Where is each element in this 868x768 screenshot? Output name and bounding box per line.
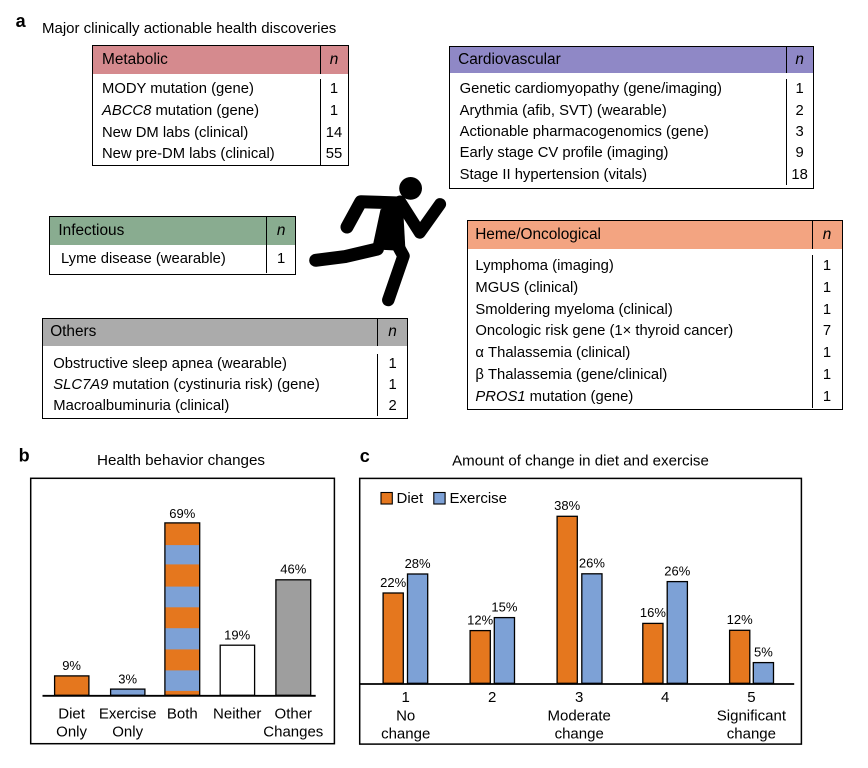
svg-text:Diet: Diet [58,706,86,723]
svg-text:1: 1 [402,689,410,706]
svg-text:26%: 26% [664,563,690,578]
svg-text:5: 5 [747,689,755,706]
svg-text:Health behavior changes: Health behavior changes [97,452,265,469]
svg-text:16%: 16% [640,605,666,620]
svg-text:3: 3 [575,689,583,706]
svg-text:Significant: Significant [717,707,787,724]
svg-text:3%: 3% [118,672,137,687]
svg-text:69%: 69% [169,506,195,521]
svg-text:Both: Both [167,706,198,723]
svg-text:5%: 5% [754,644,773,659]
svg-text:change: change [555,725,604,742]
svg-text:b: b [19,445,30,465]
svg-text:Moderate: Moderate [548,707,611,724]
svg-text:Changes: Changes [263,724,323,741]
svg-text:change: change [727,725,776,742]
svg-text:12%: 12% [467,612,493,627]
svg-text:Exercise: Exercise [99,706,157,723]
svg-text:Other: Other [275,706,313,723]
svg-text:Amount of change in diet and e: Amount of change in diet and exercise [452,452,709,469]
svg-text:22%: 22% [380,575,406,590]
svg-text:2: 2 [488,689,496,706]
svg-text:15%: 15% [491,599,517,614]
svg-text:Diet: Diet [397,490,425,507]
svg-text:12%: 12% [727,612,753,627]
svg-text:change: change [381,725,430,742]
svg-text:Exercise: Exercise [450,490,508,507]
svg-text:Only: Only [112,724,143,741]
svg-text:28%: 28% [405,556,431,571]
svg-text:46%: 46% [280,562,306,577]
svg-text:9%: 9% [62,658,81,673]
svg-text:Neither: Neither [213,706,261,723]
svg-text:38%: 38% [554,498,580,513]
svg-text:Only: Only [56,724,87,741]
svg-text:19%: 19% [224,628,250,643]
svg-text:c: c [360,446,370,466]
svg-text:No: No [396,707,415,724]
svg-text:26%: 26% [579,556,605,571]
svg-text:4: 4 [661,689,669,706]
